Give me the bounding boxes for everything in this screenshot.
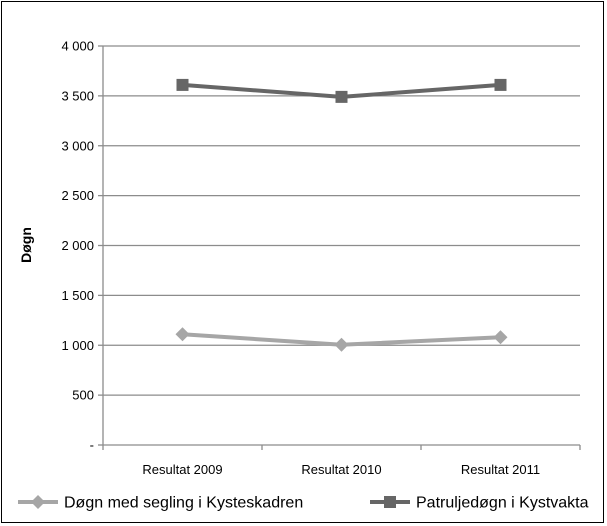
- legend-marker: [384, 496, 396, 508]
- data-point: [493, 330, 508, 345]
- legend: Døgn med segling i Kysteskadren Patruljed…: [18, 495, 589, 512]
- series-1: [175, 327, 508, 352]
- y-tick-label: 1 000: [61, 338, 94, 353]
- x-tick-label: Resultat 2009: [142, 462, 222, 477]
- legend-marker: [31, 495, 45, 509]
- x-tick-label: Resultat 2011: [461, 462, 540, 477]
- legend-item: Døgn med segling i Kysteskadren: [18, 495, 303, 512]
- series-2: [176, 78, 507, 103]
- data-point: [334, 337, 349, 352]
- y-tick-label: -: [90, 438, 94, 453]
- data-point: [335, 90, 348, 103]
- data-point: [175, 327, 190, 342]
- x-tick-labels: Resultat 2009 Resultat 2010 Resultat 2011: [142, 462, 540, 477]
- y-tick-label: 500: [72, 388, 94, 403]
- legend-label: Døgn med segling i Kysteskadren: [64, 495, 303, 512]
- y-tick-labels: - 500 1 000 1 500 2 000 2 500 3 000 3 500 4 000: [61, 39, 94, 453]
- x-tick-label: Resultat 2010: [301, 462, 381, 477]
- y-tick-label: 2 000: [61, 238, 94, 253]
- y-axis-label: Døgn: [18, 227, 34, 263]
- series: [175, 78, 508, 352]
- y-tick-label: 1 500: [61, 288, 94, 303]
- axes: [98, 45, 581, 450]
- data-point: [176, 78, 189, 91]
- y-tick-label: 4 000: [61, 39, 94, 54]
- y-tick-label: 3 000: [61, 138, 94, 153]
- y-tick-label: 3 500: [61, 88, 94, 103]
- data-point: [494, 78, 507, 91]
- y-tick-label: 2 500: [61, 188, 94, 203]
- gridlines: [103, 45, 580, 396]
- legend-label: Patruljedøgn i Kystvakta: [416, 495, 589, 512]
- legend-item: Patruljedøgn i Kystvakta: [370, 495, 589, 512]
